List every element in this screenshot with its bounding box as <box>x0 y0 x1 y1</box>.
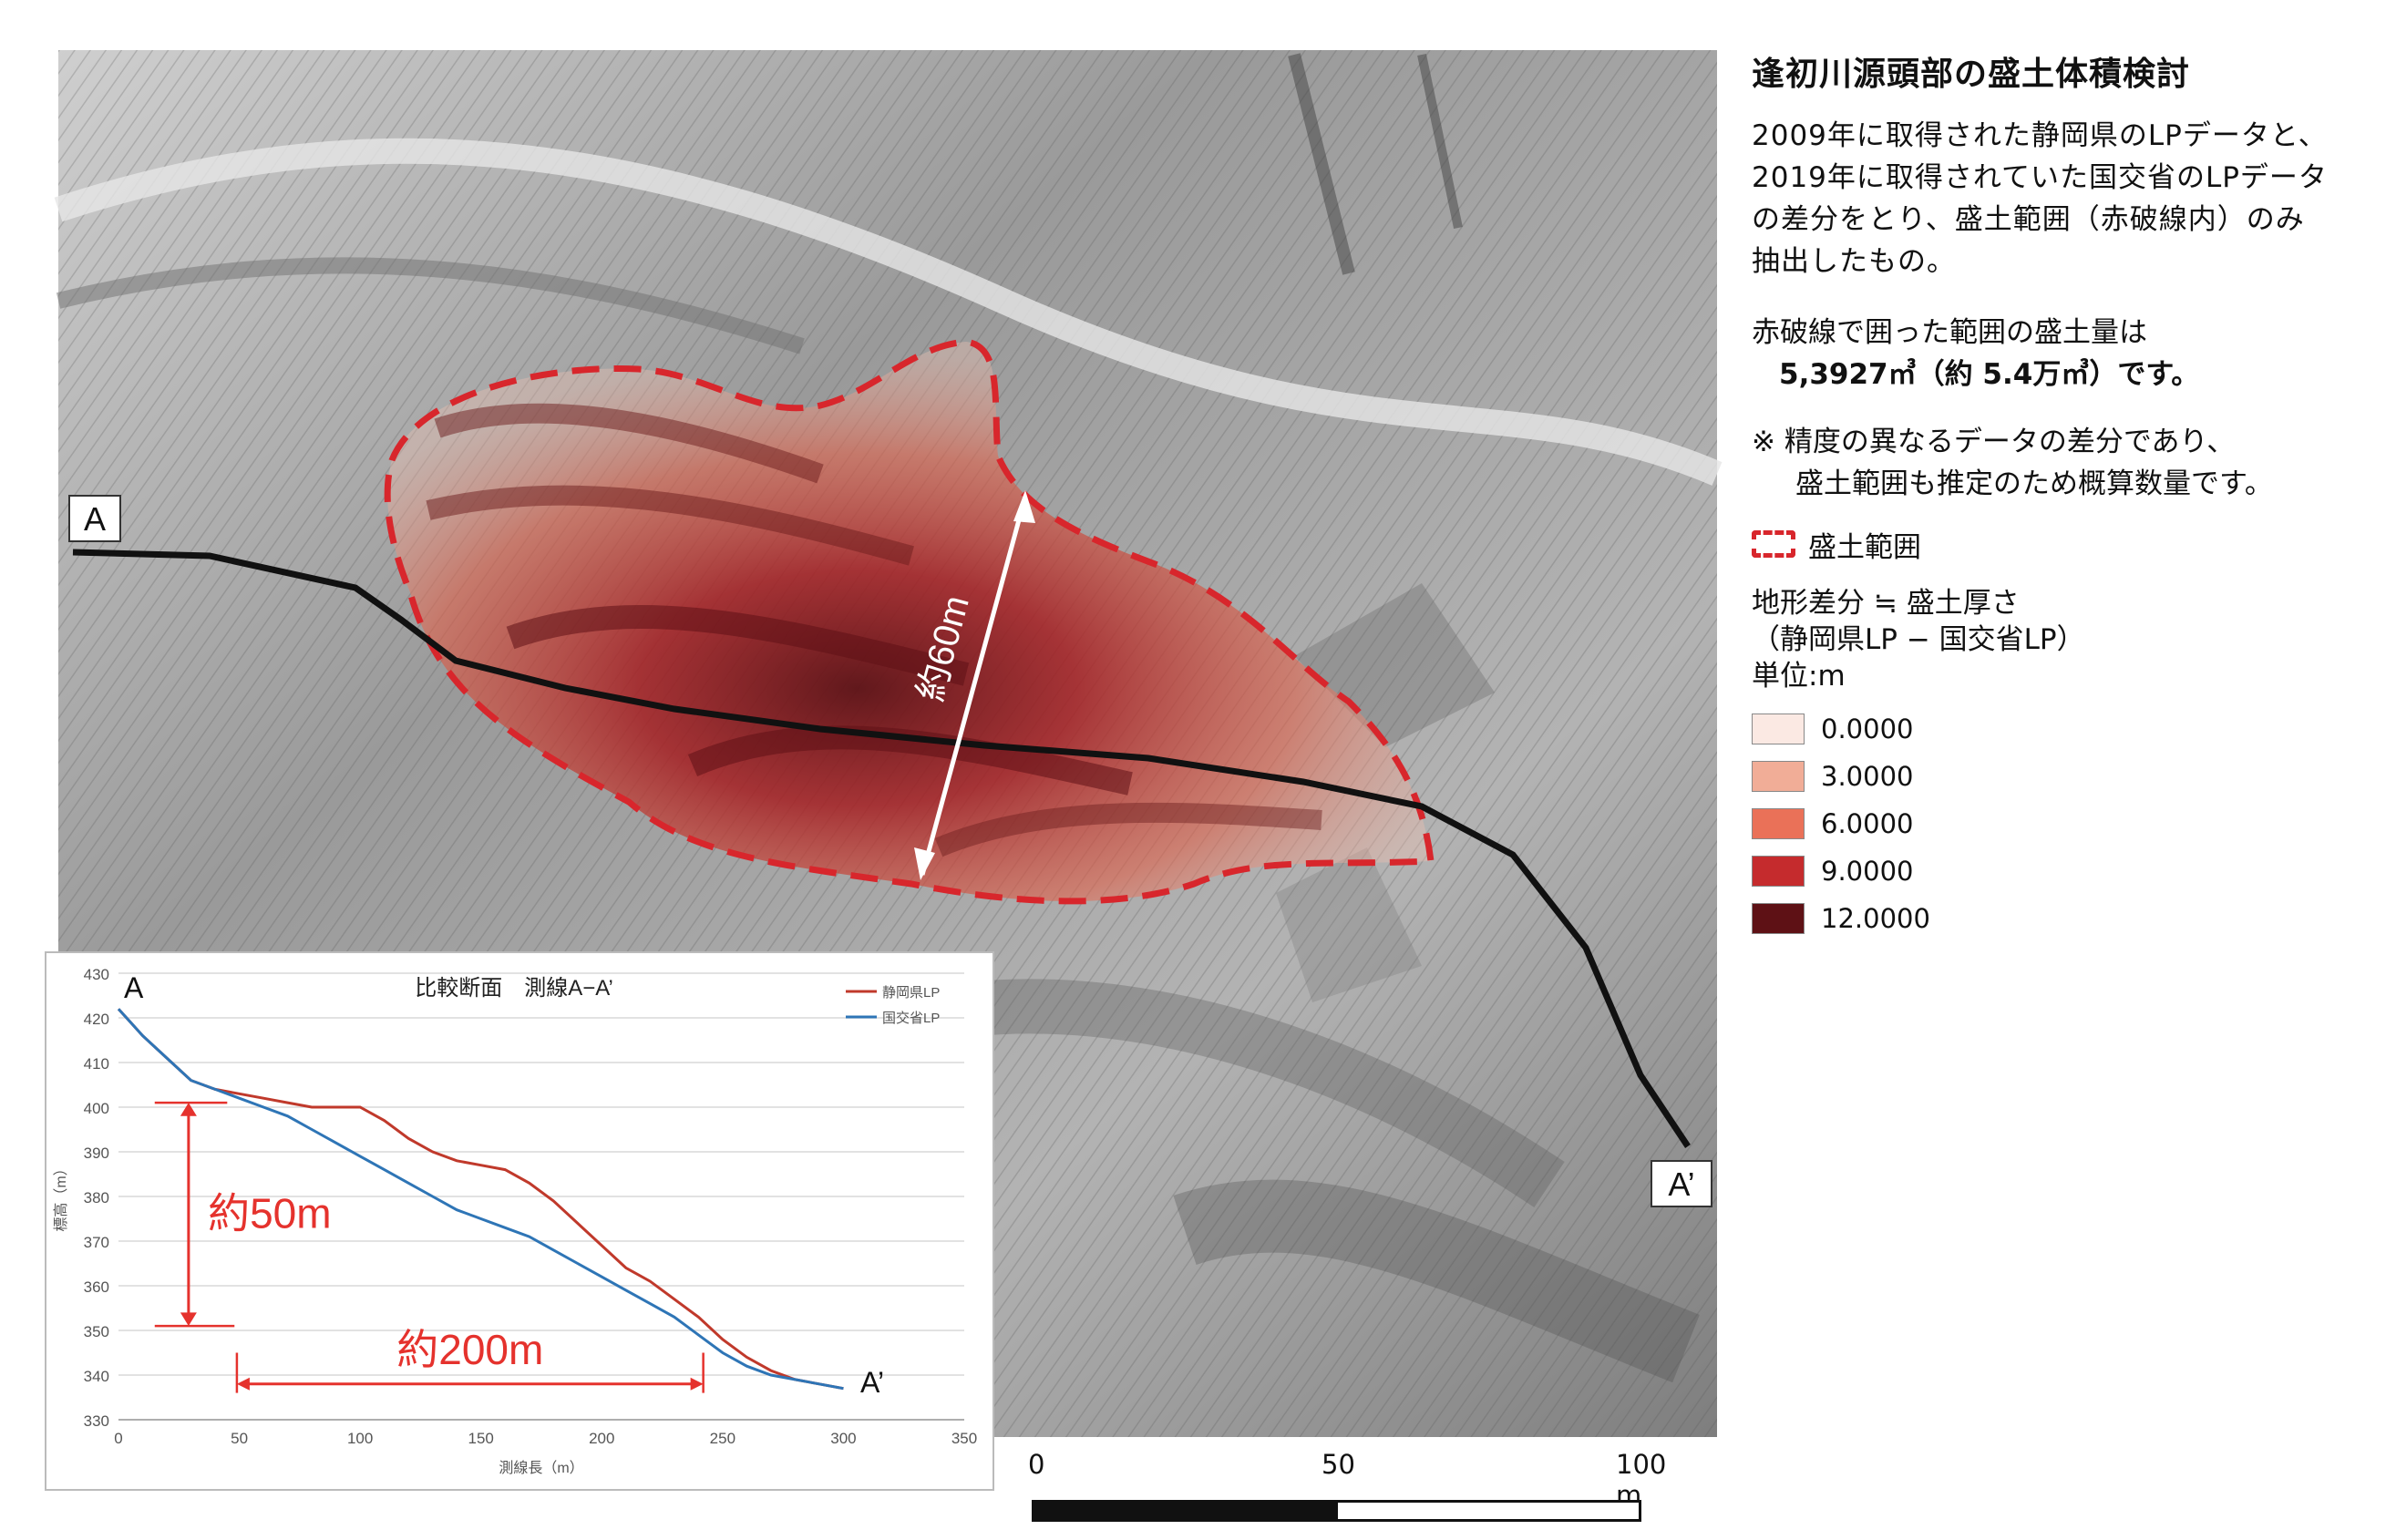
chart-y-tick-label: 430 <box>84 966 109 983</box>
profile-line-a-a-prime <box>72 549 1691 1148</box>
legend-class-value: 12.0000 <box>1821 903 1930 934</box>
chart-point-label-end: A’ <box>860 1366 884 1399</box>
chart-y-tick-label: 410 <box>84 1055 109 1073</box>
chart-x-tick-label: 100 <box>347 1430 373 1447</box>
description-line: の差分をとり、盛土範囲（赤破線内）のみ <box>1752 203 2305 236</box>
legend-classes: 0.0000 3.0000 6.0000 9.0000 12.0000 <box>1752 705 2371 942</box>
legend: 盛土範囲 地形差分 ≒ 盛土厚さ （静岡県LP − 国交省LP） 単位:m 0.… <box>1752 521 2371 942</box>
volume-text: 赤破線で囲った範囲の盛土量は <box>1752 316 2147 349</box>
description-line: 2009年に取得された静岡県のLPデータと、 <box>1752 119 2328 152</box>
chart-x-tick-label: 350 <box>951 1430 977 1447</box>
chart-x-tick-label: 200 <box>589 1430 614 1447</box>
scale-segment-white <box>1335 1500 1641 1522</box>
volume-value: 5,3927㎥（約 5.4万㎥）です。 <box>1779 358 2200 391</box>
volume-block: 赤破線で囲った範囲の盛土量は 5,3927㎥（約 5.4万㎥）です。 <box>1752 312 2371 395</box>
chart-y-tick-label: 400 <box>84 1100 109 1117</box>
note-line-1: ※ 精度の異なるデータの差分であり、 <box>1752 426 2236 458</box>
chart-y-tick-label: 380 <box>84 1189 109 1206</box>
chart-legend-label: 静岡県LP <box>882 985 940 1001</box>
legend-class-row: 3.0000 <box>1752 753 2371 800</box>
scale-bar: 0 50 100 m <box>1012 1449 1666 1531</box>
legend-heading-1: 地形差分 ≒ 盛土厚さ <box>1752 587 2020 620</box>
scale-segment-black <box>1032 1500 1338 1522</box>
legend-color-swatch <box>1752 808 1805 839</box>
legend-class-value: 0.0000 <box>1821 714 1914 744</box>
legend-color-swatch <box>1752 761 1805 792</box>
legend-color-swatch <box>1752 714 1805 744</box>
page-title: 逢初川源頭部の盛土体積検討 <box>1752 56 2191 93</box>
width-arrow <box>914 490 1035 880</box>
legend-extent-label: 盛土範囲 <box>1808 530 1921 564</box>
legend-class-value: 9.0000 <box>1821 856 1914 887</box>
chart-legend-label: 国交省LP <box>882 1010 940 1026</box>
height-annotation-label: 約50m <box>208 1189 331 1237</box>
legend-extent: 盛土範囲 <box>1752 521 2371 567</box>
chart-y-tick-label: 360 <box>84 1278 109 1296</box>
chart-y-tick-label: 420 <box>84 1011 109 1028</box>
chart-y-tick-label: 390 <box>84 1145 109 1162</box>
fill-extent-outline <box>384 338 1435 905</box>
chart-y-axis-label: 標高（m） <box>53 1161 69 1231</box>
chart-y-tick-label: 370 <box>84 1234 109 1251</box>
chart-x-tick-label: 300 <box>830 1430 856 1447</box>
length-annotation-arrowhead-left <box>236 1377 250 1391</box>
legend-color-swatch <box>1752 903 1805 934</box>
chart-point-label-start: A <box>124 971 144 1004</box>
note-block: ※ 精度の異なるデータの差分であり、 盛土範囲も推定のため概算数量です。 <box>1752 421 2371 505</box>
profile-chart-panel: 330 340 350 360 370 380 390 400 410 420 430 0 50 100 1… <box>45 951 994 1491</box>
chart-y-tick-label: 330 <box>84 1412 109 1430</box>
chart-x-tick-label: 50 <box>231 1430 248 1447</box>
point-label-a-prime: A’ <box>1668 1165 1694 1203</box>
scale-tick-50: 50 <box>1322 1449 1355 1480</box>
length-annotation-label: 約200m <box>396 1326 543 1373</box>
legend-class-row: 9.0000 <box>1752 847 2371 895</box>
description-line: 抽出したもの。 <box>1752 245 1956 278</box>
chart-x-tick-label: 0 <box>114 1430 122 1447</box>
legend-heading-2: （静岡県LP − 国交省LP） <box>1752 623 2085 656</box>
point-label-a: A <box>84 500 106 538</box>
description-line: 2019年に取得されていた国交省のLPデータ <box>1752 161 2328 194</box>
legend-color-swatch <box>1752 856 1805 887</box>
scale-tick-0: 0 <box>1028 1449 1045 1480</box>
chart-y-tick-label: 350 <box>84 1323 109 1340</box>
note-line-2: 盛土範囲も推定のため概算数量です。 <box>1795 467 2273 500</box>
chart-x-axis-label: 測線長（m） <box>499 1460 583 1476</box>
height-annotation-arrowhead-top <box>180 1103 197 1116</box>
dashed-extent-icon <box>1752 530 1795 558</box>
chart-series-line <box>117 1008 844 1391</box>
chart-x-tick-label: 250 <box>710 1430 735 1447</box>
chart-y-tick-label: 340 <box>84 1368 109 1385</box>
legend-class-value: 3.0000 <box>1821 761 1914 792</box>
legend-class-value: 6.0000 <box>1821 808 1914 839</box>
length-annotation-arrowhead-right <box>690 1377 704 1391</box>
profile-chart: 330 340 350 360 370 380 390 400 410 420 430 0 50 100 1… <box>53 966 977 1476</box>
chart-title: 比較断面 測線A−A’ <box>415 976 613 1001</box>
info-panel: 逢初川源頭部の盛土体積検討 2009年に取得された静岡県のLPデータと、 201… <box>1752 47 2371 505</box>
chart-x-tick-label: 150 <box>468 1430 494 1447</box>
legend-unit: 単位:m <box>1752 660 1846 693</box>
legend-class-row: 12.0000 <box>1752 895 2371 942</box>
legend-class-row: 0.0000 <box>1752 705 2371 753</box>
description: 2009年に取得された静岡県のLPデータと、 2019年に取得されていた国交省の… <box>1752 115 2371 282</box>
legend-class-row: 6.0000 <box>1752 800 2371 847</box>
height-annotation-arrowhead-bottom <box>180 1312 197 1327</box>
